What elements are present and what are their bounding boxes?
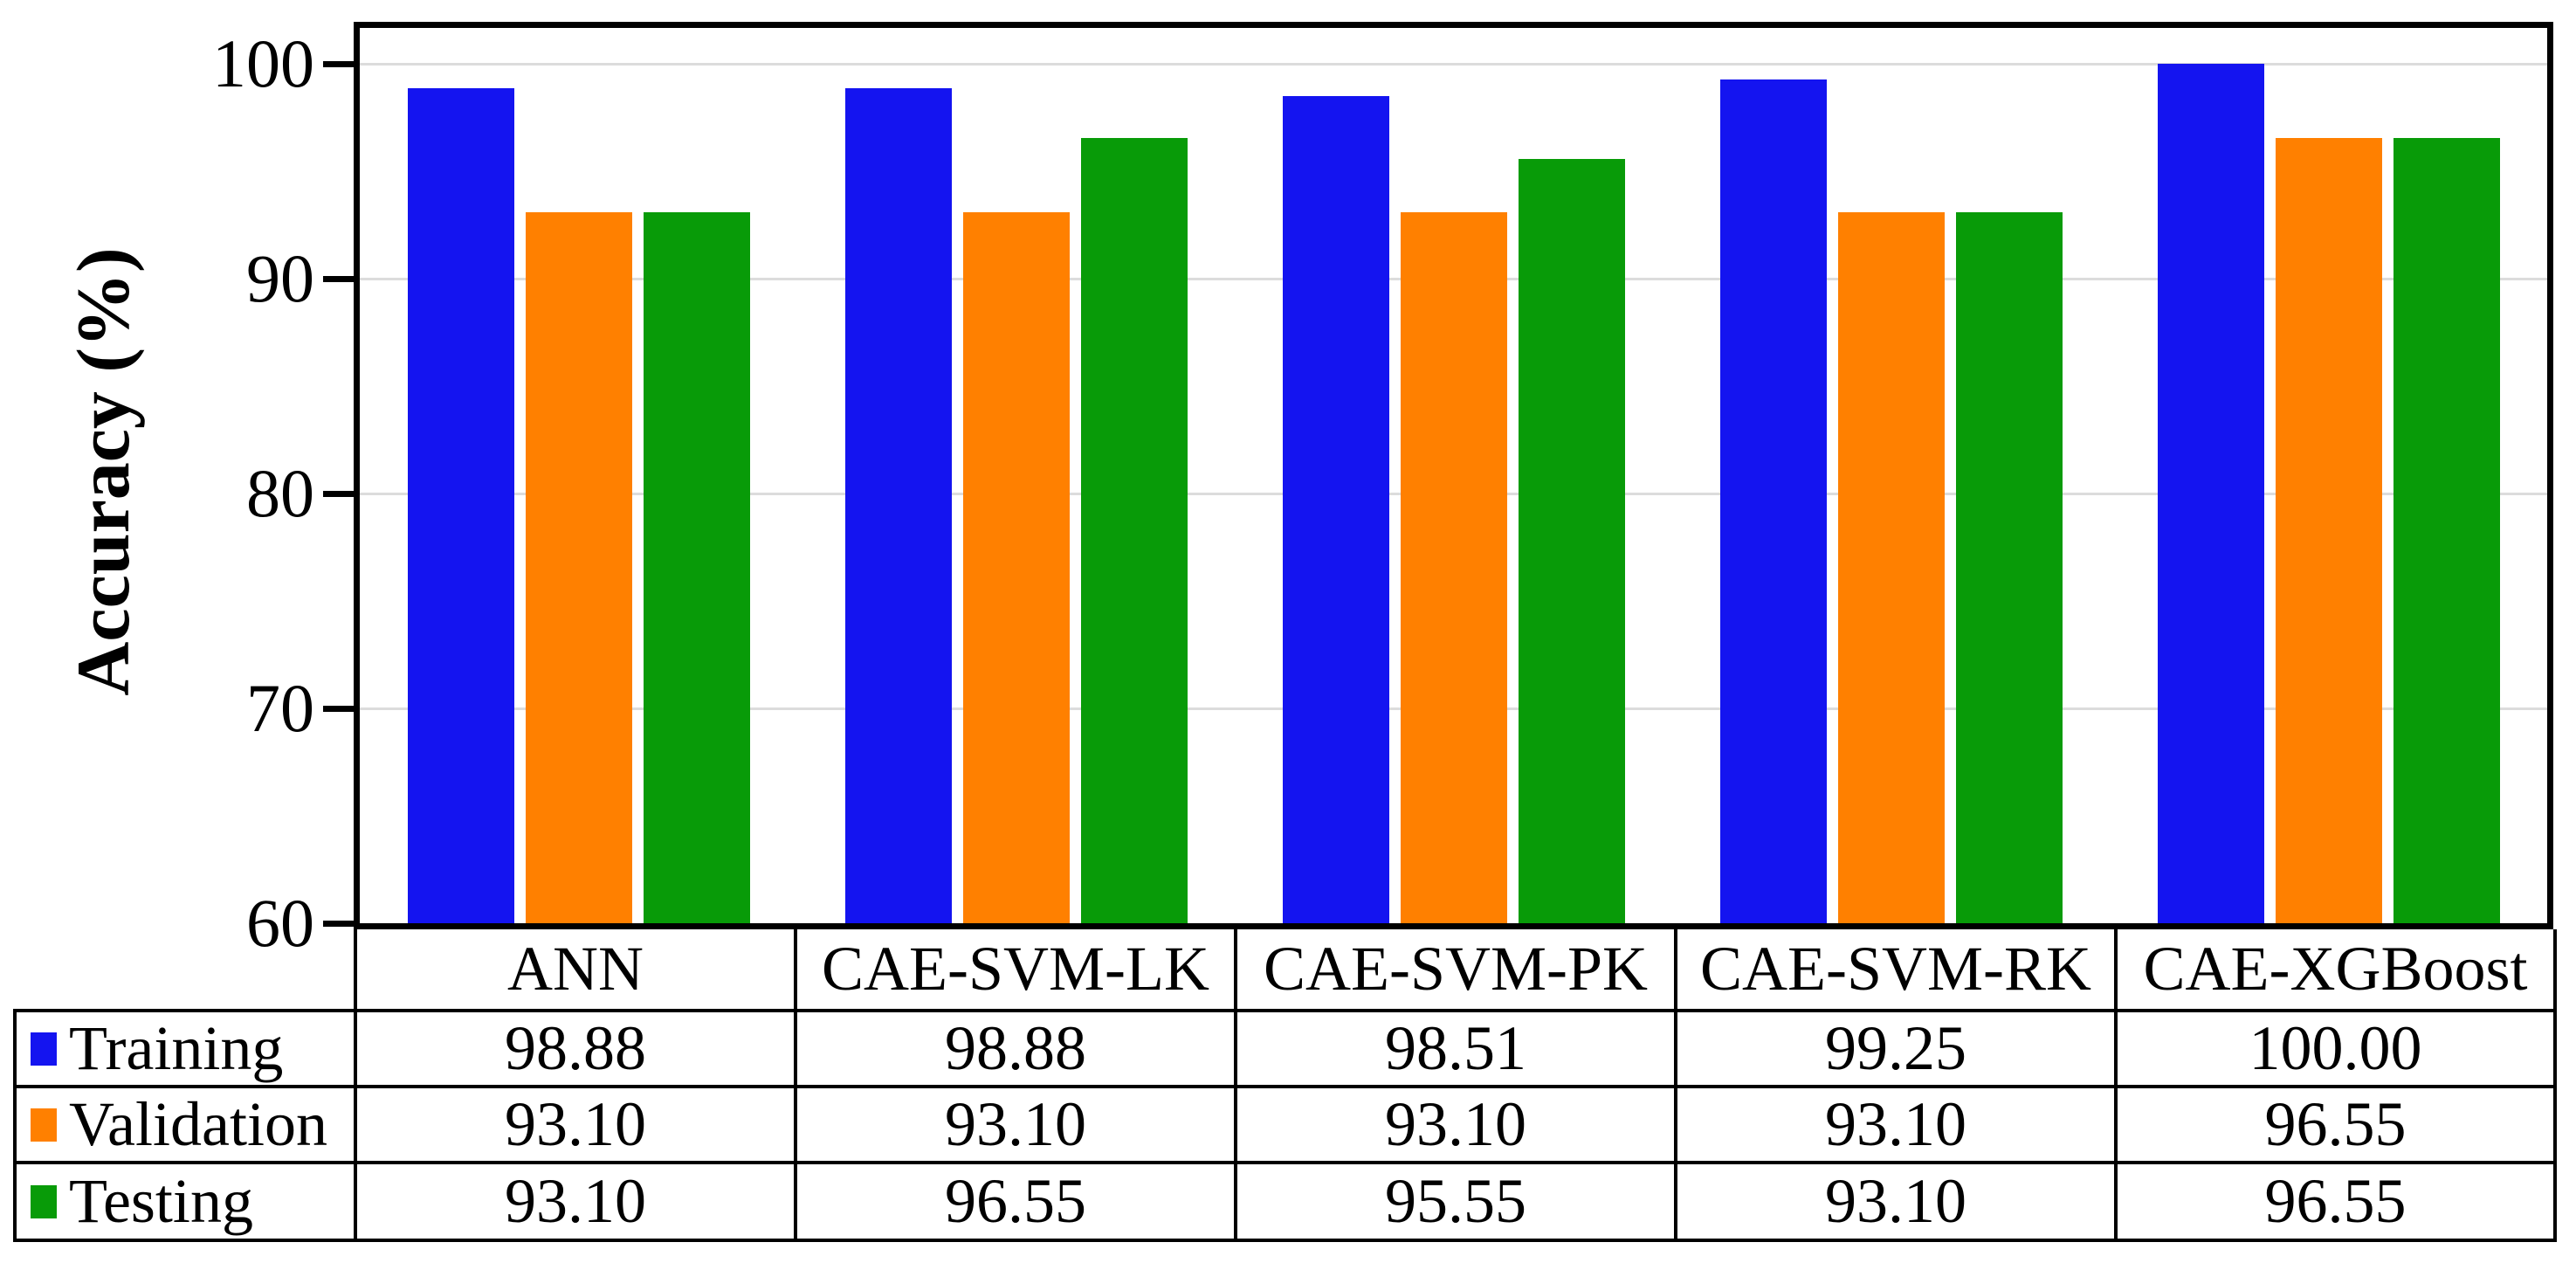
cell-validation-cae-svm-pk: 93.10 bbox=[1234, 1085, 1677, 1164]
bar-validation-cae-svm-pk bbox=[1400, 211, 1507, 923]
bar-validation-cae-svm-lk bbox=[962, 211, 1070, 923]
table-row-validation: Validation 93.10 93.10 93.10 93.10 96.55 bbox=[13, 1085, 2557, 1164]
cell-training-ann: 98.88 bbox=[354, 1009, 797, 1088]
column-header-ann: ANN bbox=[354, 929, 797, 1012]
legend-label-training: Training bbox=[69, 1013, 284, 1083]
cell-training-cae-svm-rk: 99.25 bbox=[1674, 1009, 2118, 1088]
column-header-cae-svm-lk: CAE-SVM-LK bbox=[794, 929, 1237, 1012]
column-header-cae-xgboost: CAE-XGBoost bbox=[2114, 929, 2557, 1012]
column-header-cae-svm-rk: CAE-SVM-RK bbox=[1674, 929, 2118, 1012]
y-tick-100 bbox=[323, 60, 354, 67]
bar-training-ann bbox=[407, 87, 514, 923]
bar-testing-cae-svm-pk bbox=[1518, 159, 1625, 923]
cell-validation-ann: 93.10 bbox=[354, 1085, 797, 1164]
y-tick-60 bbox=[323, 920, 354, 927]
bar-validation-cae-svm-rk bbox=[1837, 211, 1945, 923]
bar-training-cae-svm-rk bbox=[1719, 79, 1827, 923]
bar-validation-cae-xgboost bbox=[2275, 137, 2382, 923]
legend-label-testing: Testing bbox=[69, 1166, 253, 1236]
results-table: ANN CAE-SVM-LK CAE-SVM-PK CAE-SVM-RK CAE-XGB… bbox=[13, 929, 2557, 1242]
cell-training-cae-svm-lk: 98.88 bbox=[794, 1009, 1237, 1088]
column-header-cae-svm-pk: CAE-SVM-PK bbox=[1234, 929, 1677, 1012]
table-row-testing: Testing 93.10 96.55 95.55 93.10 96.55 bbox=[13, 1161, 2557, 1242]
y-tick-label-100: 100 bbox=[212, 25, 314, 101]
y-tick-label-60: 60 bbox=[246, 885, 314, 961]
y-tick-90 bbox=[323, 275, 354, 282]
table-row-training: Training 98.88 98.88 98.51 99.25 100.00 bbox=[13, 1009, 2557, 1088]
plot-area bbox=[354, 22, 2553, 929]
legend-label-validation: Validation bbox=[69, 1089, 327, 1159]
legend-cell-testing: Testing bbox=[13, 1161, 357, 1242]
bar-testing-cae-xgboost bbox=[2393, 137, 2500, 923]
gridline-100 bbox=[360, 62, 2547, 66]
legend-swatch-testing bbox=[31, 1184, 57, 1218]
legend-swatch-validation bbox=[31, 1108, 57, 1142]
cell-testing-cae-xgboost: 96.55 bbox=[2114, 1161, 2557, 1242]
y-tick-80 bbox=[323, 490, 354, 497]
bar-testing-cae-svm-rk bbox=[1955, 211, 2063, 923]
legend-cell-training: Training bbox=[13, 1009, 357, 1088]
cell-testing-ann: 93.10 bbox=[354, 1161, 797, 1242]
bar-testing-ann bbox=[643, 211, 750, 923]
cell-training-cae-svm-pk: 98.51 bbox=[1234, 1009, 1677, 1088]
y-tick-label-70: 70 bbox=[246, 670, 314, 746]
bar-training-cae-svm-lk bbox=[844, 87, 952, 923]
cell-validation-cae-xgboost: 96.55 bbox=[2114, 1085, 2557, 1164]
y-tick-label-80: 80 bbox=[246, 455, 314, 531]
cell-testing-cae-svm-lk: 96.55 bbox=[794, 1161, 1237, 1242]
bar-training-cae-xgboost bbox=[2157, 64, 2264, 923]
y-tick-label-90: 90 bbox=[246, 240, 314, 316]
cell-validation-cae-svm-rk: 93.10 bbox=[1674, 1085, 2118, 1164]
legend-cell-validation: Validation bbox=[13, 1085, 357, 1164]
legend-swatch-training bbox=[31, 1032, 57, 1066]
bar-training-cae-svm-pk bbox=[1282, 95, 1389, 923]
bar-testing-cae-svm-lk bbox=[1080, 137, 1188, 923]
cell-testing-cae-svm-rk: 93.10 bbox=[1674, 1161, 2118, 1242]
y-tick-70 bbox=[323, 705, 354, 712]
cell-testing-cae-svm-pk: 95.55 bbox=[1234, 1161, 1677, 1242]
cell-validation-cae-svm-lk: 93.10 bbox=[794, 1085, 1237, 1164]
bar-validation-ann bbox=[525, 211, 632, 923]
table-corner-cell bbox=[15, 929, 355, 1011]
cell-training-cae-xgboost: 100.00 bbox=[2114, 1009, 2557, 1088]
